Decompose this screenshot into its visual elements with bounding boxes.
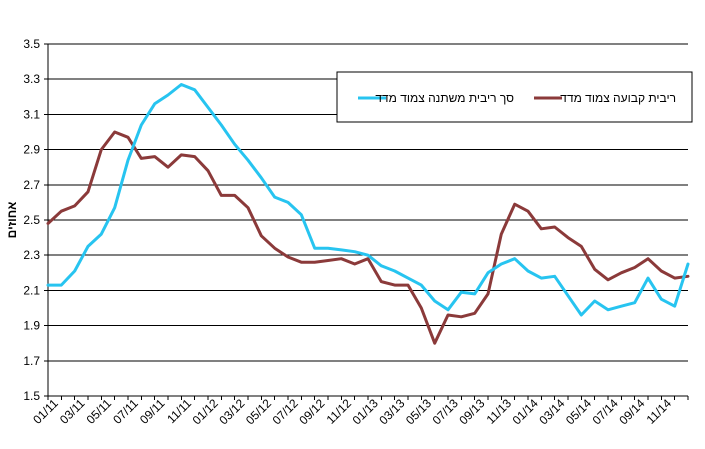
y-tick-label: 3.3 bbox=[23, 72, 40, 86]
series-lines bbox=[46, 83, 690, 345]
series-line-variable bbox=[46, 83, 690, 317]
axes bbox=[44, 43, 689, 400]
series-line-fixed bbox=[46, 130, 690, 345]
legend: סך ריבית משתנה צמוד מדד ריבית קבועה צמוד… bbox=[336, 71, 693, 123]
y-tick-label: 2.5 bbox=[23, 213, 40, 227]
y-axis-label: אחוזים bbox=[5, 202, 19, 239]
y-tick-label: 3.5 bbox=[23, 37, 40, 51]
y-tick-label: 1.5 bbox=[23, 389, 40, 403]
y-tick-label: 2.3 bbox=[23, 248, 40, 262]
y-tick-label: 1.7 bbox=[23, 354, 40, 368]
legend-box bbox=[336, 71, 693, 123]
y-tick-label: 1.9 bbox=[23, 319, 40, 333]
y-tick-label: 2.1 bbox=[23, 283, 40, 297]
y-tick-label: 2.9 bbox=[23, 143, 40, 157]
y-tick-labels: 1.5 1.7 1.9 2.1 2.3 2.5 2.7 2.9 3.1 3.3 3.5 bbox=[23, 37, 40, 403]
legend-label-fixed: ריבית קבועה צמוד מדד bbox=[560, 91, 676, 105]
y-tick-label: 3.1 bbox=[23, 107, 40, 121]
y-tick-label: 2.7 bbox=[23, 178, 40, 192]
legend-label-variable: סך ריבית משתנה צמוד מדד bbox=[375, 91, 514, 105]
